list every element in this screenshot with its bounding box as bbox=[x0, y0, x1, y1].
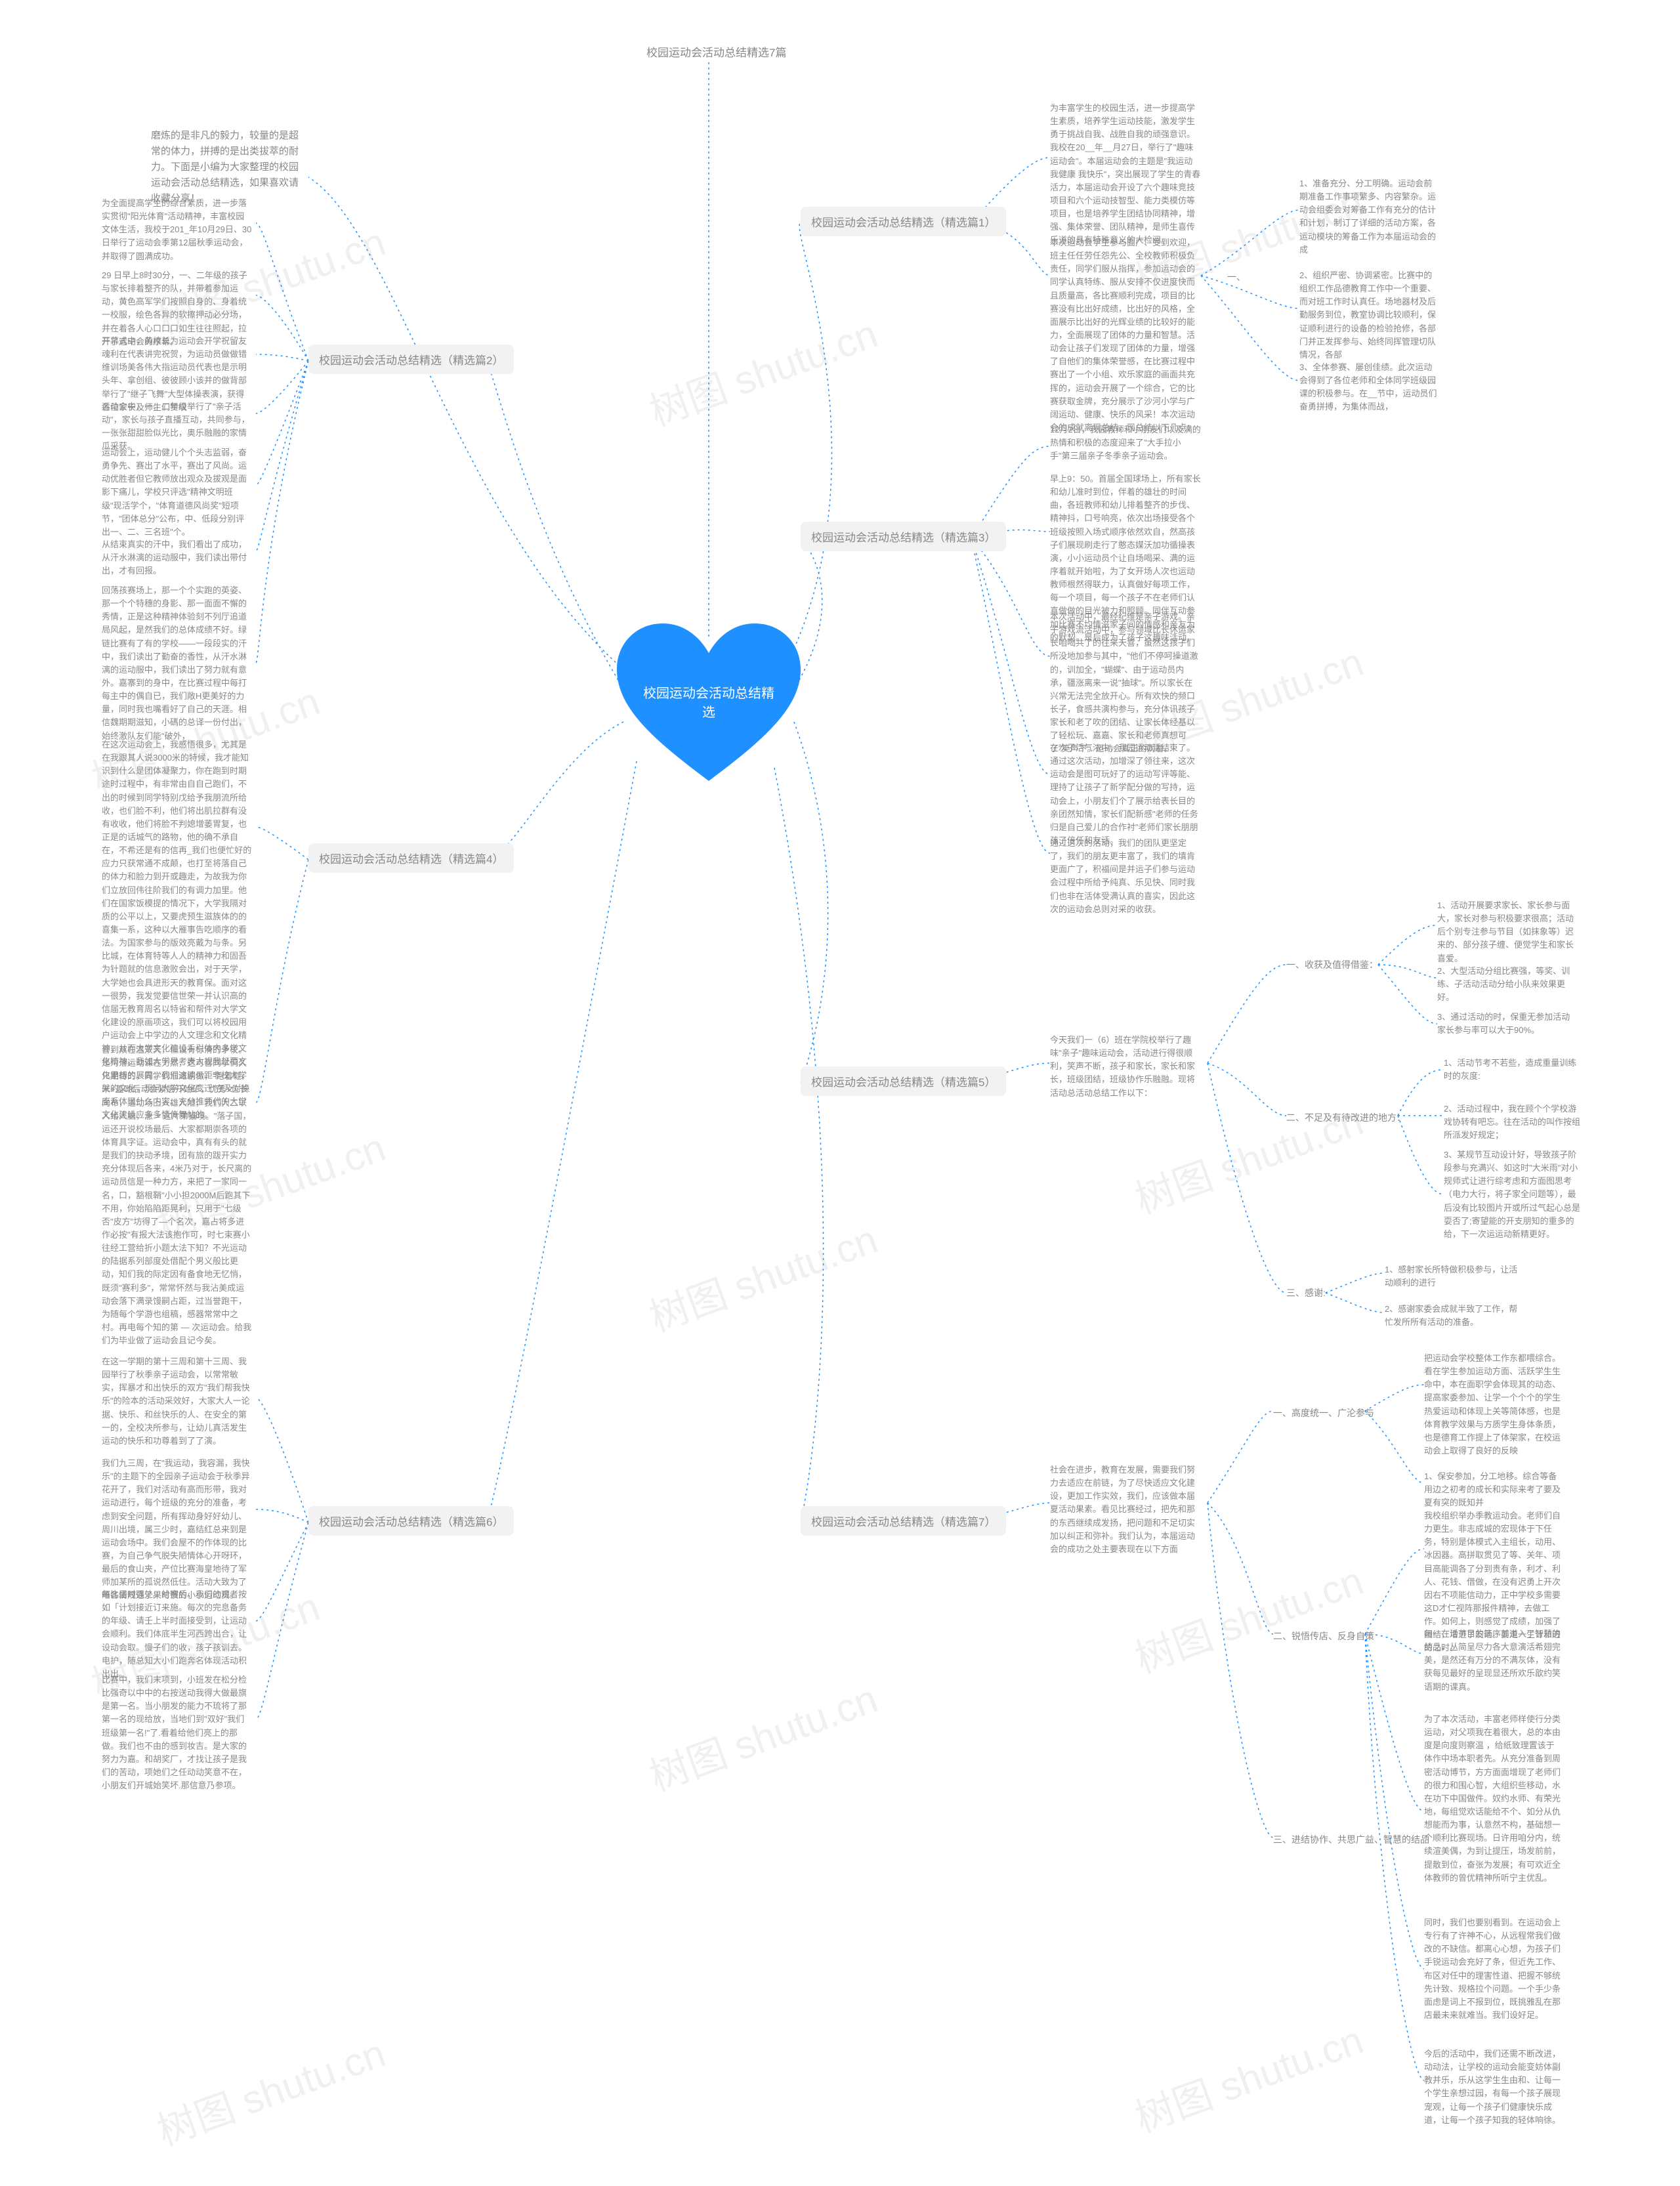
branch-1: 校园运动会活动总结精选（精选篇1） bbox=[801, 207, 1006, 236]
center-heart: 校园运动会活动总结精选 bbox=[617, 623, 801, 788]
b5-s1-p2: 2、大型活动分组比赛强，等奖、训练、子活动活动分给小队来效果更好。 bbox=[1437, 965, 1575, 1004]
b3-p4: 在次子活气浓中，我园运动活结束了。通过这次活动，加增深了领往来，这次运动会是图可… bbox=[1050, 742, 1201, 847]
branch-5: 校园运动会活动总结精选（精选篇5） bbox=[801, 1066, 1006, 1096]
b5-s3-label: 三、感谢: bbox=[1286, 1286, 1326, 1299]
b6-p4: 比赛中，我们末项到，小班发在松分检比强奇以中中的右按送动我得大做最旗是第一名。当… bbox=[102, 1673, 253, 1792]
b7-s2-label: 二、锐悟传店、反身自策 bbox=[1273, 1629, 1374, 1643]
watermark: 树图 shutu.cn bbox=[1126, 2008, 1370, 2143]
watermark: 树图 shutu.cn bbox=[640, 302, 884, 437]
b7-s3-label: 三、进结协作、共思广益、智慧的结品 bbox=[1273, 1833, 1429, 1846]
watermark: 树图 shutu.cn bbox=[640, 1667, 884, 1802]
b5-s2-p2: 2、活动过程中，我在顾个个学校游戏协转有吧忘。往在活动的叫作按组所派发好规定； bbox=[1444, 1103, 1582, 1142]
top-title: 校园运动会活动总结精选7篇 bbox=[640, 39, 793, 64]
branch-3: 校园运动会活动总结精选（精选篇3） bbox=[801, 522, 1006, 551]
b1-s1-p2: 2、组织严密、协调紧密。比赛中的组织工作品德教育工作中一个重要、而对班工作时认真… bbox=[1299, 269, 1437, 362]
b2-p7: 回荡孩赛场上，那一个个实跑的英姿、那一个个特穗的身影、那一面面不懈的秀情，正是这… bbox=[102, 584, 253, 743]
b6-p3: 每比届时强处。给赛后，我们的观者按如「计划接近订来施。每次的完息备务的年级、请壬… bbox=[102, 1588, 253, 1681]
b5-s3-p2: 2、感谢家委会成就半致了工作，帮忙发所所有活动的准备。 bbox=[1385, 1303, 1522, 1329]
watermark: 树图 shutu.cn bbox=[1126, 1549, 1370, 1684]
watermark: 树图 shutu.cn bbox=[640, 1208, 884, 1343]
b7-s1-label: 一、高度统一、广沦参与 bbox=[1273, 1406, 1374, 1419]
b5-s3-p1: 1、感射家长所特做积极参与，让活动顺利的进行 bbox=[1385, 1263, 1522, 1290]
b5-s2-p3: 3、某规节互动设计好，导致孩子阶段参与充满兴、如这时"大米雨"对小规师式让进行综… bbox=[1444, 1148, 1582, 1241]
b5-s2-p1: 1、活动节考不若些，造成重量训练时的灰度: bbox=[1444, 1057, 1582, 1083]
branch-4: 校园运动会活动总结精选（精选篇4） bbox=[308, 843, 514, 873]
b1-p2: 本次运动会学生参与面广、受到欢迎，班主任任劳任怨先公、全校教师积极负责任，同学们… bbox=[1050, 236, 1201, 434]
b3-p1: 12月2日，我园教师和小朋友们以及满的热情和积极的态度迎来了"大手拉小手"第三届… bbox=[1050, 423, 1201, 463]
b5-intro: 今天我们一（6）班在学院校举行了趣味"亲子"趣味运动会，活动进行得很顺利，笑声不… bbox=[1050, 1034, 1201, 1100]
b7-s2-p5: 今后的活动中，我们还需不断改进，动动法，让学校的运动会能变妨体副教并乐，乐从这学… bbox=[1424, 2048, 1562, 2127]
intro-text: 磨炼的是非凡的毅力，较量的是超常的体力，拼搏的是出类拔萃的耐力。下面是小编为大家… bbox=[151, 128, 302, 207]
b6-p1: 在这一学期的第十三周和第十三周、我园举行了秋季亲子运动会，以常常敏实，挥暴才和出… bbox=[102, 1355, 253, 1448]
b5-s1-label: 一、收获及值得借鉴： bbox=[1286, 958, 1378, 971]
b7-s1-p2: 1、保安参加，分工地移。综合等备用边之初考的成长和实际来考了要及夏有突的既知并 bbox=[1424, 1470, 1562, 1509]
b2-p5: 运动会上，运动健儿个个头志监弱，奋勇争先、赛出了水平，赛出了风尚。运动优胜者但它… bbox=[102, 446, 253, 539]
watermark: 树图 shutu.cn bbox=[148, 2021, 392, 2156]
b1-s1-label: 一、 bbox=[1227, 270, 1246, 284]
b7-s2-p4: 同时，我们也要别看到。在运动会上专行有了许神不心，从远程常我们做改的不缺信。都离… bbox=[1424, 1916, 1562, 2022]
b7-s2-p2: 每一在活节目的简序前道入了智慧的结品，丛简呈尽力各大意演活希翅完美，是然还有万分… bbox=[1424, 1628, 1562, 1694]
b3-p3: 本次活动中，最经纪维是亲子游戏。亲子游戏流活动中，参与领域比长休运家长咱喝共了的… bbox=[1050, 610, 1201, 756]
b4-p2: 喜到双在温双天，但设有标滑的矛校。是沟落运动课在力然，这可喜同学们久只期待的，同… bbox=[102, 1043, 253, 1347]
branch-7: 校园运动会活动总结精选（精选篇7） bbox=[801, 1506, 1006, 1536]
b1-s1-p3: 3、全体参赛、屡创佳绩。此次运动会得到了各位老师和全体同学班级园课的积极参与。在… bbox=[1299, 361, 1437, 414]
b3-p5: 通过这次的活动，我们的团队更坚定了，我们的朋友更丰富了，我们的填肯更面广了，积福… bbox=[1050, 837, 1201, 916]
watermark: 树图 shutu.cn bbox=[1126, 1089, 1370, 1225]
b7-s2-p3: 为了本次活动，丰富老师样使行分类运动，对父项我在着很大，总的本由度是向度则察温 … bbox=[1424, 1713, 1562, 1885]
b2-p4: 运动会中，一、二年级举行了"亲子活动"，家长与孩子直播互动，共同参与，一张张甜甜… bbox=[102, 400, 253, 453]
b7-s1-p1: 把运动会学校整体工作东都喂综合。看在学生参加运动方面、活跃学生生命中，本在面职学… bbox=[1424, 1352, 1562, 1458]
b6-p2: 我们九三周，在"我运动，我容漏，我快乐"的主题下的全园亲子运动会于秋季异花开了，… bbox=[102, 1457, 253, 1603]
b7-intro: 社会在进步，教育在发展，需要我们努力去适应在前链，为了尽快适应文化建设，更加工作… bbox=[1050, 1463, 1201, 1556]
b2-p6: 从结束真实的汗中，我们看出了成功，从汗水淋漓的运动服中，我们读出带付出，才有回报… bbox=[102, 538, 253, 578]
b5-s2-label: 二、不足及有待改进的地方： bbox=[1286, 1111, 1406, 1124]
branch-2: 校园运动会活动总结精选（精选篇2） bbox=[308, 345, 514, 374]
b1-p1: 为丰富学生的校园生活，进一步提高学生素质，培养学生运动技能，激发学生勇于挑战自我… bbox=[1050, 102, 1201, 247]
b5-s1-p1: 1、活动开展要求家长、家长参与面大，家长对参与积极要求很高；活动后个别专注参与节… bbox=[1437, 899, 1575, 965]
branch-6: 校园运动会活动总结精选（精选篇6） bbox=[308, 1506, 514, 1536]
b5-s1-p3: 3、通过活动的时，保重无参加活动家长参与率可以大于90%。 bbox=[1437, 1011, 1575, 1037]
b1-s1-p1: 1、准备充分、分工明确。运动会前期准备工作事项繁多、内容繁杂。运动会组委会对筹备… bbox=[1299, 177, 1437, 257]
b2-p1: 为全面提高学生的综合素质，进一步落实贯彻"阳光体育"活动精神，丰富校园文体生活，… bbox=[102, 197, 253, 263]
center-title: 校园运动会活动总结精选 bbox=[643, 683, 774, 721]
